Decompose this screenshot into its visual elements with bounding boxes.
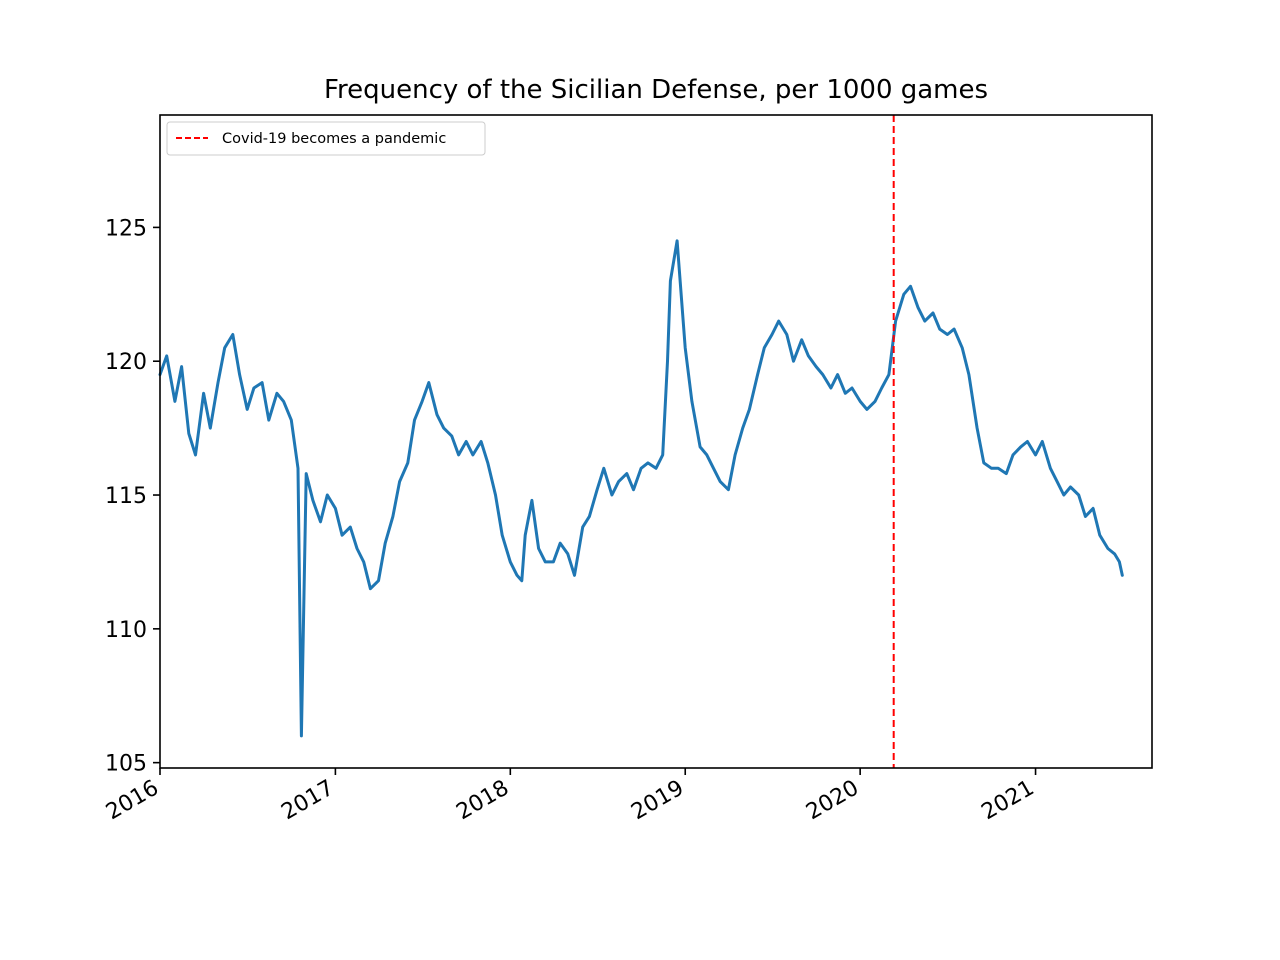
y-tick-label: 110 — [105, 618, 147, 643]
plot-area — [158, 115, 1124, 768]
y-tick-label: 105 — [105, 752, 147, 777]
y-tick-label: 115 — [105, 484, 147, 509]
chart-title: Frequency of the Sicilian Defense, per 1… — [324, 75, 988, 105]
axes-frame — [159, 114, 1153, 769]
legend: Covid-19 becomes a pandemic — [166, 121, 486, 156]
y-tick-label: 120 — [105, 350, 147, 375]
y-tick-label: 125 — [105, 216, 147, 241]
legend-box — [166, 121, 486, 156]
series-line — [158, 239, 1124, 738]
legend-label: Covid-19 becomes a pandemic — [222, 131, 446, 147]
